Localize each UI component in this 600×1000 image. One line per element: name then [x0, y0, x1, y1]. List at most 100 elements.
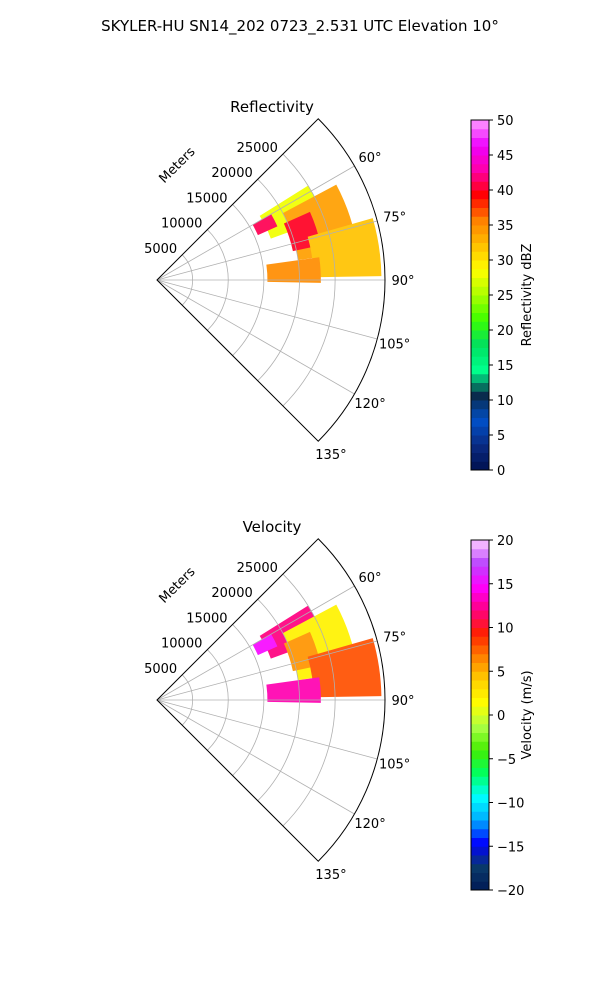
colorbar-step — [471, 793, 489, 803]
colorbar-step — [471, 715, 489, 725]
range-tick-label: 10000 — [161, 217, 202, 232]
sector-outline — [156, 118, 386, 442]
colorbar-step — [471, 443, 489, 453]
colorbar-step — [471, 128, 489, 138]
colorbar-step — [471, 435, 489, 445]
colorbar-step — [471, 540, 489, 550]
colorbar-step — [471, 330, 489, 340]
velocity-panel: Velocity 60° 75° 90° 105° 120° 135° 5000 10000 15… — [144, 518, 535, 899]
colorbar-step — [471, 863, 489, 873]
colorbar-tick-label: 0 — [497, 464, 505, 479]
colorbar-step — [471, 120, 489, 130]
azimuth-gridline — [156, 640, 378, 701]
colorbar-tick-label: 5 — [497, 665, 505, 680]
colorbar-step — [471, 295, 489, 305]
colorbar-tick-label: 35 — [497, 219, 514, 234]
azimuth-gridline — [156, 699, 378, 760]
azimuth-tick-label: 105° — [379, 338, 410, 353]
colorbar-step — [471, 767, 489, 777]
colorbar-step — [471, 592, 489, 602]
range-tick-label: 15000 — [186, 191, 227, 206]
colorbar-step — [471, 382, 489, 392]
colorbar-step — [471, 198, 489, 208]
colorbar-step — [471, 260, 489, 270]
colorbar-tick-label: −20 — [497, 884, 524, 899]
colorbar-step — [471, 680, 489, 690]
colorbar-step — [471, 811, 489, 821]
azimuth-gridline — [156, 585, 355, 701]
colorbar-step — [471, 557, 489, 567]
colorbar-tick-label: 25 — [497, 289, 514, 304]
colorbar-step — [471, 881, 489, 891]
panel-title: Reflectivity — [230, 98, 314, 116]
colorbar-step — [471, 426, 489, 436]
echo-cell — [252, 634, 278, 656]
colorbar-step — [471, 653, 489, 663]
colorbar-step — [471, 671, 489, 681]
colorbar-step — [471, 776, 489, 786]
colorbar-tick-label: −15 — [497, 840, 524, 855]
colorbar-label: Velocity (m/s) — [520, 670, 535, 759]
azimuth-tick-label: 90° — [391, 694, 414, 709]
colorbar-step — [471, 662, 489, 672]
range-tick-label: 20000 — [211, 166, 252, 181]
echo-layer — [252, 604, 382, 703]
colorbar-step — [471, 820, 489, 830]
colorbar-step — [471, 181, 489, 191]
colorbar-step — [471, 785, 489, 795]
colorbar-step — [471, 408, 489, 418]
azimuth-tick-label: 120° — [354, 397, 385, 412]
colorbar-step — [471, 146, 489, 156]
range-tick-label: 25000 — [237, 561, 278, 576]
azimuth-tick-label: 75° — [383, 630, 406, 645]
range-tick-label: 20000 — [211, 586, 252, 601]
colorbar-step — [471, 207, 489, 217]
colorbar-step — [471, 277, 489, 287]
colorbar-step — [471, 233, 489, 243]
colorbar-tick-label: −10 — [497, 797, 524, 812]
colorbar-step — [471, 268, 489, 278]
reflectivity-panel: Reflectivity60°75°90°105°120°135°5000100… — [144, 98, 535, 479]
colorbar-step — [471, 338, 489, 348]
colorbar-tick-label: 20 — [497, 534, 514, 549]
colorbar-step — [471, 697, 489, 707]
azimuth-tick-label: 60° — [359, 571, 382, 586]
colorbar-step — [471, 610, 489, 620]
range-tick-label: 5000 — [144, 242, 177, 257]
colorbar-step — [471, 548, 489, 558]
colorbar-step — [471, 391, 489, 401]
colorbar-step — [471, 636, 489, 646]
azimuth-tick-label: 135° — [315, 448, 346, 463]
colorbar-step — [471, 242, 489, 252]
colorbar-step — [471, 190, 489, 200]
range-axis-label: Meters — [157, 144, 199, 186]
colorbar-step — [471, 163, 489, 173]
colorbar-step — [471, 837, 489, 847]
colorbar-tick-label: 10 — [497, 394, 514, 409]
colorbar-step — [471, 732, 489, 742]
colorbar-step — [471, 365, 489, 375]
azimuth-gridline — [156, 165, 355, 281]
colorbar-step — [471, 828, 489, 838]
colorbar-step — [471, 400, 489, 410]
colorbar-step — [471, 601, 489, 611]
colorbar-tick-label: 50 — [497, 114, 514, 129]
colorbar-step — [471, 872, 489, 882]
colorbar-step — [471, 225, 489, 235]
colorbar-step — [471, 627, 489, 637]
colorbar-tick-label: −5 — [497, 753, 516, 768]
echo-cell — [307, 638, 382, 698]
colorbar-step — [471, 137, 489, 147]
colorbar-step — [471, 417, 489, 427]
colorbar-step — [471, 750, 489, 760]
colorbar-step — [471, 172, 489, 182]
range-tick-label: 15000 — [186, 611, 227, 626]
colorbar-step — [471, 461, 489, 471]
azimuth-gridline — [156, 699, 355, 815]
range-tick-label: 10000 — [161, 637, 202, 652]
echo-cell — [266, 677, 321, 703]
azimuth-tick-label: 60° — [359, 151, 382, 166]
colorbar-step — [471, 303, 489, 313]
range-tick-label: 5000 — [144, 662, 177, 677]
colorbar-step — [471, 645, 489, 655]
